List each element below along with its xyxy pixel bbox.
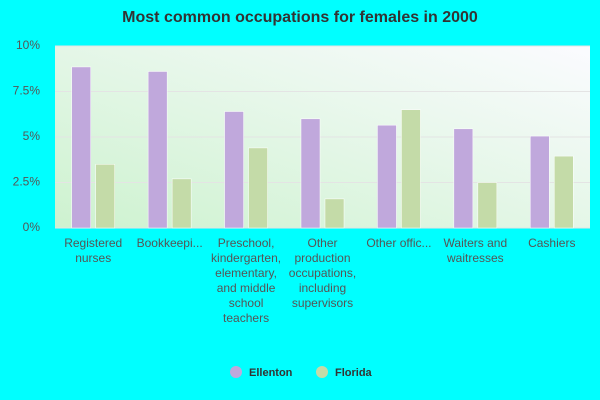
legend-label: Florida (335, 367, 373, 379)
bar (377, 124, 397, 229)
legend-swatch (316, 366, 328, 378)
y-tick-label: 2.5% (13, 175, 41, 189)
bar (71, 66, 91, 229)
y-tick-label: 5% (23, 129, 41, 143)
bar (300, 118, 321, 229)
bar (453, 128, 474, 229)
bar (95, 164, 115, 229)
bar (171, 178, 192, 229)
bar (147, 71, 168, 229)
bar (248, 147, 268, 229)
y-tick-label: 7.5% (13, 84, 41, 98)
y-tick-label: 0% (23, 220, 41, 234)
x-tick-label: Other production occupations, including … (288, 236, 357, 310)
x-tick-label: Preschool, kindergarten, elementary, and… (211, 236, 282, 325)
bar (554, 155, 574, 229)
bar (224, 111, 244, 229)
legend-label: Ellenton (249, 367, 293, 379)
bar (530, 135, 550, 229)
x-tick-label: Bookkeepi... (136, 236, 203, 250)
bar (401, 109, 421, 229)
chart-title: Most common occupations for females in 2… (122, 9, 478, 26)
x-tick-label: Other offic... (366, 236, 432, 250)
y-tick-label: 10% (16, 38, 40, 52)
bar (324, 198, 345, 229)
legend-swatch (230, 366, 242, 378)
x-tick-label: Cashiers (528, 236, 576, 250)
bar (477, 182, 498, 229)
x-tick-label: Waiters and waitresses (443, 236, 508, 265)
x-tick-label: Registered nurses (64, 236, 123, 265)
